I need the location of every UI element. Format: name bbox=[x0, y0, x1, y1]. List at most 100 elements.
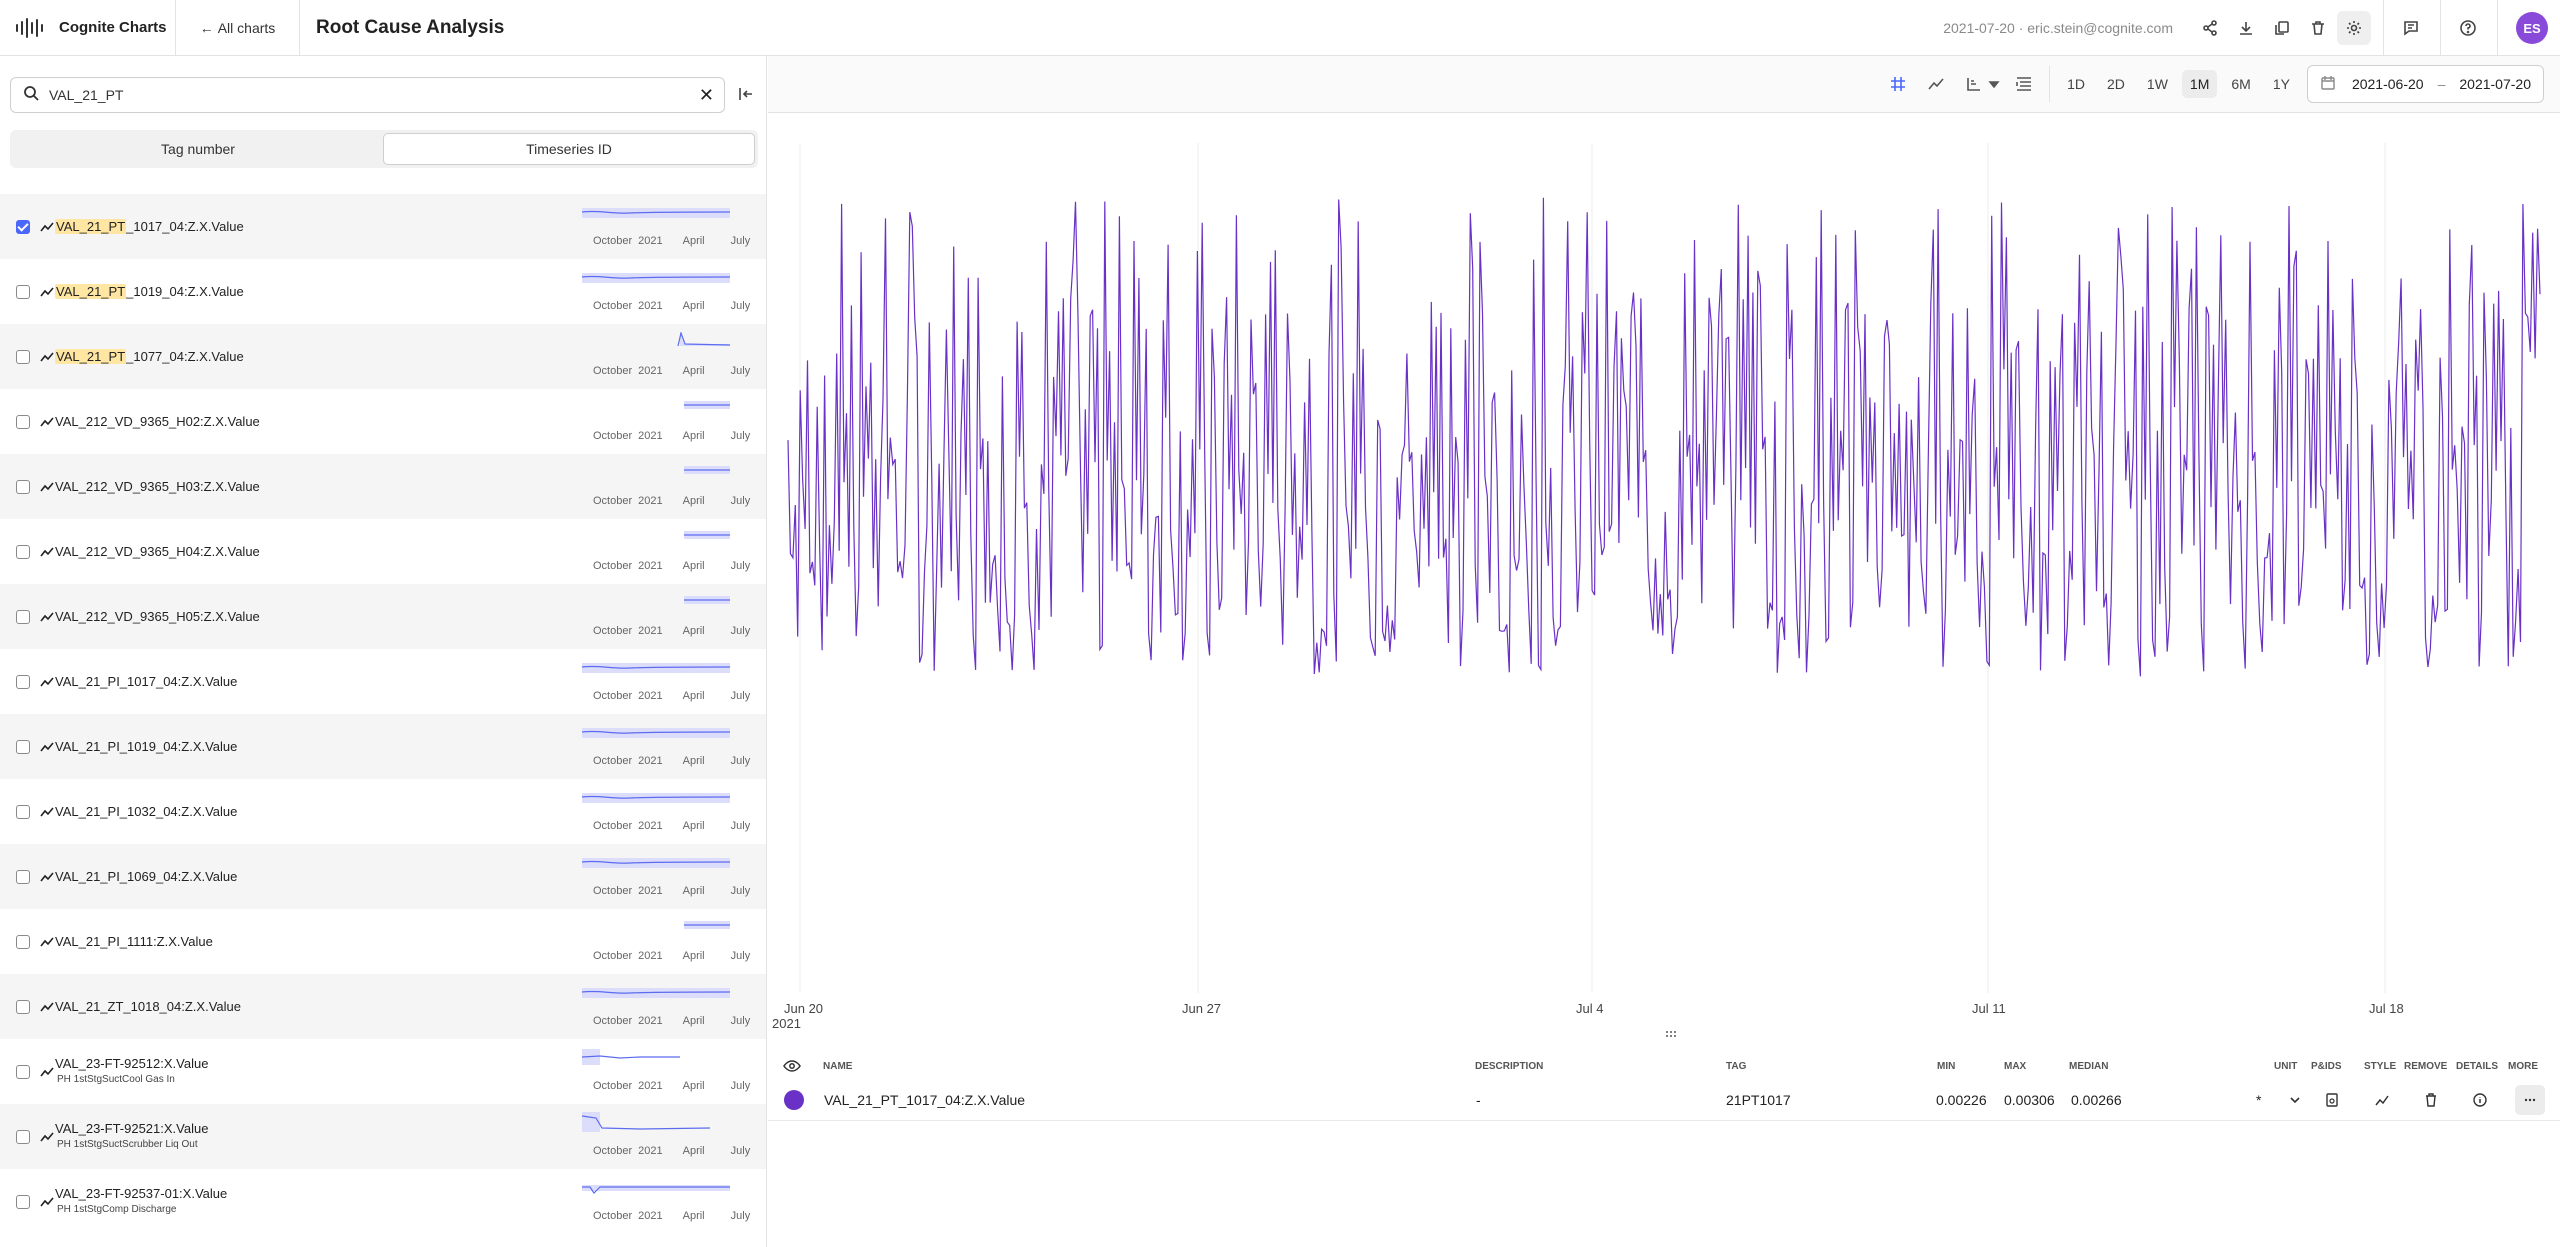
chevron-down-icon[interactable] bbox=[1987, 69, 2001, 99]
result-name: VAL_23-FT-92521:X.Value bbox=[55, 1121, 208, 1136]
series-row[interactable]: VAL_21_PT_1017_04:Z.X.Value - 21PT1017 0.0… bbox=[768, 1079, 2560, 1121]
search-result-row[interactable]: VAL_21_PT_1077_04:Z.X.Value October 2021 Ap… bbox=[0, 324, 766, 389]
result-checkbox[interactable] bbox=[16, 804, 30, 819]
unit-dropdown-icon[interactable] bbox=[2280, 1085, 2310, 1115]
range-button-1w[interactable]: 1W bbox=[2146, 76, 2168, 92]
download-icon[interactable] bbox=[2229, 11, 2263, 45]
search-result-row[interactable]: VAL_212_VD_9365_H04:Z.X.Value October 2021… bbox=[0, 519, 766, 584]
arrow-left-icon: ← bbox=[199, 19, 214, 36]
delete-icon[interactable] bbox=[2301, 11, 2335, 45]
clear-search-icon[interactable]: ✕ bbox=[698, 85, 714, 105]
range-button-1d[interactable]: 1D bbox=[2067, 76, 2086, 92]
search-result-row[interactable]: VAL_21_PI_1111:Z.X.Value October 2021 April… bbox=[0, 909, 766, 974]
result-name: VAL_23-FT-92537-01:X.Value bbox=[55, 1186, 227, 1201]
date-to[interactable]: 2021-07-20 bbox=[2459, 76, 2531, 92]
resize-handle-icon[interactable] bbox=[1658, 1028, 1684, 1044]
result-checkbox[interactable] bbox=[16, 349, 30, 364]
eye-icon[interactable] bbox=[783, 1059, 801, 1075]
sparkline-tick: 2021 bbox=[638, 1080, 663, 1092]
search-result-row[interactable]: VAL_23-FT-92512:X.Value PH 1stStgSuctCool… bbox=[0, 1039, 766, 1104]
duplicate-icon[interactable] bbox=[2265, 11, 2299, 45]
sparkline-tick: July bbox=[730, 1080, 751, 1092]
gridlines-toggle-icon[interactable] bbox=[1883, 69, 1913, 99]
app-logo[interactable]: Cognite Charts bbox=[0, 0, 176, 56]
search-result-row[interactable]: VAL_21_PI_1032_04:Z.X.Value October 2021 Ap… bbox=[0, 779, 766, 844]
result-name-text: _1019_04:Z.X.Value bbox=[126, 284, 244, 299]
result-checkbox[interactable] bbox=[16, 609, 30, 624]
search-input[interactable] bbox=[49, 87, 689, 103]
series-color-swatch[interactable] bbox=[784, 1090, 804, 1110]
result-name-text: VAL_21_PI_1032_04:Z.X.Value bbox=[55, 804, 238, 819]
sparkline-tick: April bbox=[682, 235, 705, 247]
sparkline-tick: 2021 bbox=[638, 885, 663, 897]
search-mode-toggle: Tag number Timeseries ID bbox=[10, 130, 758, 168]
search-result-row[interactable]: VAL_212_VD_9365_H03:Z.X.Value October 2021… bbox=[0, 454, 766, 519]
tab-timeseries-id[interactable]: Timeseries ID bbox=[383, 133, 755, 165]
search-result-row[interactable]: VAL_23-FT-92521:X.Value PH 1stStgSuctScru… bbox=[0, 1104, 766, 1169]
x-tick-label: Jul 18 bbox=[2369, 1001, 2404, 1016]
result-checkbox[interactable] bbox=[16, 999, 30, 1014]
search-result-row[interactable]: VAL_21_PI_1019_04:Z.X.Value October 2021 Ap… bbox=[0, 714, 766, 779]
search-result-row[interactable]: VAL_23-FT-92537-01:X.Value PH 1stStgComp … bbox=[0, 1169, 766, 1234]
more-options-icon[interactable] bbox=[2515, 1085, 2545, 1115]
settings-icon[interactable] bbox=[2337, 11, 2371, 45]
share-icon[interactable] bbox=[2193, 11, 2227, 45]
result-checkbox[interactable] bbox=[16, 544, 30, 559]
search-result-row[interactable]: VAL_212_VD_9365_H05:Z.X.Value October 2021… bbox=[0, 584, 766, 649]
line-style-icon[interactable] bbox=[2367, 1085, 2397, 1115]
search-result-row[interactable]: VAL_21_PI_1017_04:Z.X.Value October 2021 Ap… bbox=[0, 649, 766, 714]
y-axis-merge-icon[interactable] bbox=[1959, 69, 1989, 99]
line-style-icon[interactable] bbox=[1921, 69, 1951, 99]
result-checkbox[interactable] bbox=[16, 1129, 30, 1144]
stacked-view-icon[interactable] bbox=[2009, 69, 2039, 99]
sparkline-axis: October 2021 April July bbox=[593, 690, 753, 702]
timeseries-icon bbox=[40, 936, 54, 946]
search-result-row[interactable]: VAL_21_PT_1017_04:Z.X.Value October 2021 Ap… bbox=[0, 194, 766, 259]
result-checkbox[interactable] bbox=[16, 284, 30, 299]
tab-tag-number[interactable]: Tag number bbox=[161, 141, 235, 157]
remove-series-icon[interactable] bbox=[2416, 1085, 2446, 1115]
result-name: VAL_212_VD_9365_H05:Z.X.Value bbox=[55, 609, 260, 624]
series-line[interactable] bbox=[787, 197, 2541, 677]
pid-document-icon[interactable] bbox=[2317, 1085, 2347, 1115]
info-icon[interactable] bbox=[2465, 1085, 2495, 1115]
chart-plot-area[interactable]: Jun 20 Jun 27 Jul 4 Jul 11 Jul 18 2021 bbox=[768, 113, 2560, 1033]
help-icon[interactable] bbox=[2451, 11, 2485, 45]
avatar[interactable]: ES bbox=[2516, 12, 2548, 44]
sparkline-tick: April bbox=[682, 1145, 705, 1157]
col-remove: REMOVE bbox=[2404, 1061, 2448, 1072]
range-button-1m[interactable]: 1M bbox=[2181, 70, 2218, 98]
all-charts-link[interactable]: ← All charts bbox=[176, 0, 300, 56]
result-checkbox[interactable] bbox=[16, 739, 30, 754]
sparkline bbox=[581, 1112, 711, 1132]
result-checkbox[interactable] bbox=[16, 479, 30, 494]
result-checkbox[interactable] bbox=[16, 1194, 30, 1209]
sparkline-tick: October bbox=[593, 560, 633, 572]
range-button-6m[interactable]: 6M bbox=[2231, 76, 2251, 92]
search-result-row[interactable]: VAL_212_VD_9365_H02:Z.X.Value October 2021… bbox=[0, 389, 766, 454]
all-charts-label: All charts bbox=[217, 19, 276, 36]
date-from[interactable]: 2021-06-20 bbox=[2351, 76, 2424, 92]
range-button-1y[interactable]: 1Y bbox=[2272, 76, 2290, 92]
date-range-picker[interactable]: 2021-06-20 – 2021-07-20 bbox=[2306, 65, 2544, 103]
result-checkbox[interactable] bbox=[16, 869, 30, 884]
sparkline-tick: July bbox=[730, 1145, 751, 1157]
sparkline-tick: 2021 bbox=[638, 1145, 663, 1157]
search-result-row[interactable]: VAL_21_PT_1019_04:Z.X.Value October 2021 Ap… bbox=[0, 259, 766, 324]
sparkline-tick: 2021 bbox=[638, 820, 663, 832]
search-result-row[interactable]: VAL_21_ZT_1018_04:Z.X.Value October 2021 Ap… bbox=[0, 974, 766, 1039]
chart-title[interactable]: Root Cause Analysis bbox=[316, 16, 505, 38]
result-checkbox[interactable] bbox=[16, 674, 30, 689]
range-button-2d[interactable]: 2D bbox=[2107, 76, 2125, 92]
result-checkbox[interactable] bbox=[16, 219, 30, 234]
timeseries-chart[interactable]: Jun 20 Jun 27 Jul 4 Jul 11 Jul 18 2021 bbox=[768, 113, 2560, 1033]
result-checkbox[interactable] bbox=[16, 934, 30, 949]
result-checkbox[interactable] bbox=[16, 414, 30, 429]
result-checkbox[interactable] bbox=[16, 1064, 30, 1079]
sparkline-axis: October 2021 April July bbox=[593, 950, 753, 962]
collapse-panel-icon[interactable] bbox=[736, 84, 760, 108]
timeseries-icon bbox=[40, 676, 54, 686]
comments-icon[interactable] bbox=[2394, 11, 2428, 45]
search-result-row[interactable]: VAL_21_PI_1069_04:Z.X.Value October 2021 Ap… bbox=[0, 844, 766, 909]
calendar-icon bbox=[2320, 75, 2336, 94]
